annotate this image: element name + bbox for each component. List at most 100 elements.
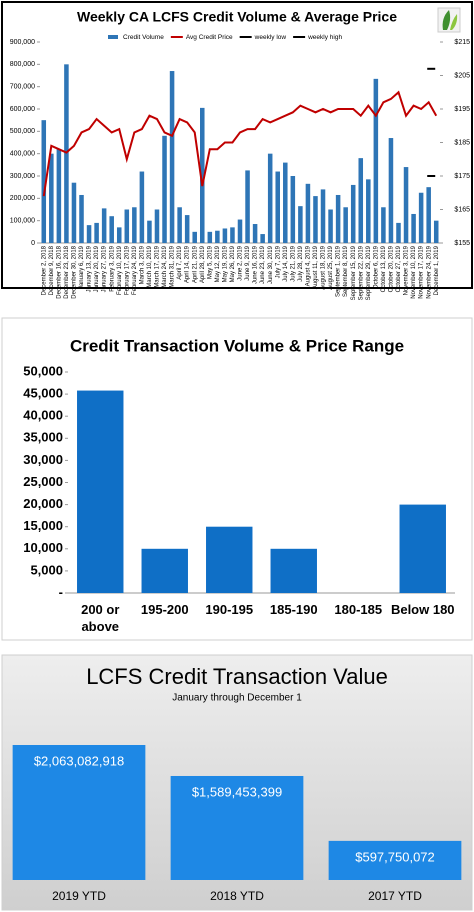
bar (109, 216, 114, 243)
x-tick-label: November 10, 2019 (411, 245, 417, 298)
bar (79, 194, 84, 243)
x-tick-label: June 30, 2019 (268, 245, 274, 284)
y-tick-label: 10,000 (23, 540, 63, 555)
x-tick-label: October 27, 2019 (396, 245, 402, 292)
bar (328, 840, 462, 880)
bar (252, 224, 258, 243)
value-label: $1,589,453,399 (192, 784, 282, 799)
x-tick-label: March 24, 2019 (162, 245, 168, 287)
bar (335, 194, 341, 243)
x-tick-label: April 28, 2019 (200, 245, 206, 283)
y2-tick-label: $205 (454, 72, 470, 79)
y-tick-label: 50,000 (23, 363, 63, 378)
x-tick-label: July 28, 2019 (298, 245, 304, 281)
chart-title: Weekly CA LCFS Credit Volume & Average P… (77, 9, 397, 25)
x-tick-label: August 18, 2019 (321, 245, 327, 289)
legend-swatch (108, 35, 118, 39)
y-tick-label: 35,000 (23, 430, 63, 445)
x-tick-label: May 12, 2019 (215, 245, 221, 282)
bar (86, 225, 92, 243)
x-tick-label: January 6, 2019 (79, 245, 85, 289)
bar (230, 227, 235, 243)
x-tick-label: April 7, 2019 (177, 245, 183, 279)
bar (147, 220, 152, 243)
x-tick-label: 2018 YTD (210, 889, 264, 903)
x-tick-label: December 23, 2018 (64, 245, 70, 298)
x-tick-label: December 9, 2018 (49, 245, 55, 295)
bar (94, 222, 99, 243)
bar (388, 138, 394, 243)
y-tick-label: 45,000 (23, 386, 63, 401)
x-tick-label: 2019 YTD (52, 889, 106, 903)
bar (290, 176, 296, 243)
x-tick-label: 195-200 (140, 602, 189, 617)
x-tick-label: April 21, 2019 (192, 245, 198, 283)
y-tick-label: 400,000 (10, 151, 35, 158)
bar (305, 183, 311, 243)
bar (411, 213, 416, 243)
bar (169, 71, 175, 244)
x-tick-label: July 21, 2019 (290, 245, 296, 281)
y-tick-label: 30,000 (23, 452, 63, 467)
bar (245, 170, 250, 243)
y-tick-label: 200,000 (10, 195, 35, 202)
x-tick-label: July 14, 2019 (283, 245, 289, 281)
x-tick-label: January 20, 2019 (94, 245, 100, 292)
x-tick-label: February 3, 2019 (109, 245, 115, 291)
bar (418, 192, 424, 243)
bar (399, 504, 446, 593)
x-tick-label: July 7, 2019 (275, 245, 281, 278)
bar (373, 78, 379, 243)
y2-tick-label: $155 (454, 240, 470, 247)
bar (12, 745, 146, 880)
bar (350, 184, 356, 243)
logo (437, 7, 461, 33)
bar (64, 64, 69, 243)
bar (101, 208, 107, 243)
x-tick-label: January 27, 2019 (102, 245, 108, 292)
bar (403, 167, 409, 243)
bar (177, 207, 182, 243)
x-tick-label: August 11, 2019 (313, 245, 319, 289)
x-tick-label: December 2, 2018 (41, 245, 47, 295)
bar (358, 158, 364, 243)
x-tick-label: March 31, 2019 (170, 245, 176, 287)
x-tick-label: December 30, 2018 (72, 245, 78, 298)
y2-tick-label: $165 (454, 206, 470, 213)
chart-title: LCFS Credit Transaction Value (86, 664, 388, 689)
legend-label: weekly high (307, 34, 342, 41)
chart-subtitle: January through December 1 (172, 693, 302, 704)
y-tick-label: 20,000 (23, 496, 63, 511)
bar (222, 228, 228, 243)
x-tick-label: September 8, 2019 (343, 245, 349, 297)
x-tick-label: June 23, 2019 (260, 245, 266, 284)
value-label: $2,063,082,918 (34, 753, 124, 768)
bar (237, 219, 243, 243)
bar (366, 179, 371, 243)
x-tick-label: November 24, 2019 (426, 245, 432, 298)
panel (1, 1, 473, 289)
bar (206, 526, 253, 593)
bar (313, 196, 318, 243)
x-tick-label: February 24, 2019 (132, 245, 138, 295)
bar (320, 189, 326, 243)
x-tick-label: May 19, 2019 (222, 245, 228, 282)
x-tick-label: February 10, 2019 (117, 245, 123, 295)
bar (328, 209, 333, 243)
bar (141, 548, 188, 593)
x-tick-label: 190-195 (205, 602, 254, 617)
x-tick-label: October 6, 2019 (373, 245, 379, 289)
y-tick-label: 500,000 (10, 128, 35, 135)
x-tick-label: May 26, 2019 (230, 245, 236, 282)
y-tick-label: 0 (31, 240, 35, 247)
y-tick-label: 40,000 (23, 408, 63, 423)
x-tick-label: September 29, 2019 (366, 245, 372, 300)
x-tick-label: September 15, 2019 (351, 245, 357, 300)
bar (200, 107, 205, 243)
bar (267, 153, 273, 243)
x-tick-label: March 3, 2019 (139, 245, 145, 284)
line (42, 90, 438, 197)
x-tick-label: November 17, 2019 (419, 245, 425, 298)
y-tick-label: 5,000 (30, 562, 63, 577)
x-tick-label: Below 180 (390, 602, 455, 617)
